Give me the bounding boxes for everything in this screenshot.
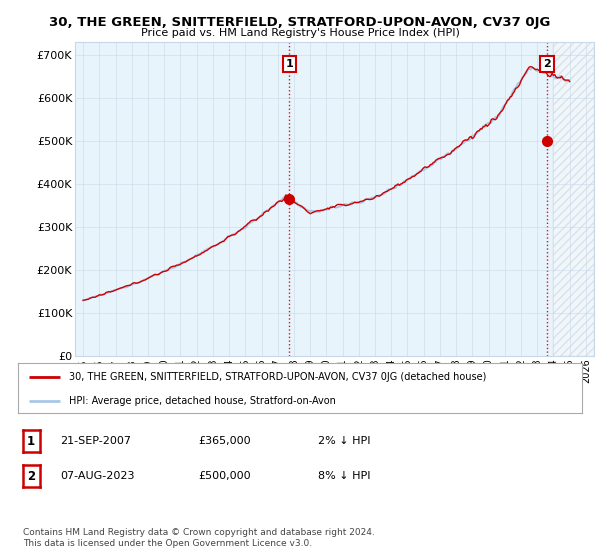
Bar xyxy=(553,42,594,356)
Text: 1: 1 xyxy=(286,59,293,69)
Bar xyxy=(553,42,594,356)
Text: £500,000: £500,000 xyxy=(198,471,251,481)
Text: HPI: Average price, detached house, Stratford-on-Avon: HPI: Average price, detached house, Stra… xyxy=(69,396,335,405)
Text: Price paid vs. HM Land Registry's House Price Index (HPI): Price paid vs. HM Land Registry's House … xyxy=(140,28,460,38)
Text: 30, THE GREEN, SNITTERFIELD, STRATFORD-UPON-AVON, CV37 0JG (detached house): 30, THE GREEN, SNITTERFIELD, STRATFORD-U… xyxy=(69,372,486,382)
Text: 8% ↓ HPI: 8% ↓ HPI xyxy=(318,471,371,481)
Text: 2: 2 xyxy=(543,59,551,69)
Text: 21-SEP-2007: 21-SEP-2007 xyxy=(60,436,131,446)
Text: 2: 2 xyxy=(27,469,35,483)
Text: Contains HM Land Registry data © Crown copyright and database right 2024.
This d: Contains HM Land Registry data © Crown c… xyxy=(23,528,374,548)
Text: 07-AUG-2023: 07-AUG-2023 xyxy=(60,471,134,481)
Text: 30, THE GREEN, SNITTERFIELD, STRATFORD-UPON-AVON, CV37 0JG: 30, THE GREEN, SNITTERFIELD, STRATFORD-U… xyxy=(49,16,551,29)
Text: 1: 1 xyxy=(27,435,35,448)
Text: 2% ↓ HPI: 2% ↓ HPI xyxy=(318,436,371,446)
Text: £365,000: £365,000 xyxy=(198,436,251,446)
